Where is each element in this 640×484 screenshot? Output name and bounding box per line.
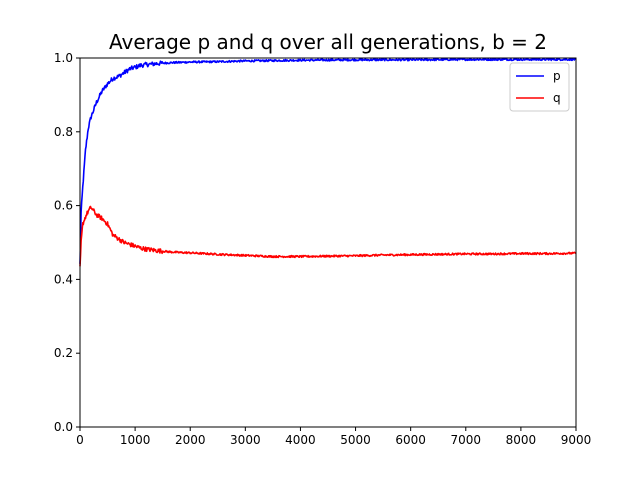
y-tick-label: 0.0 [54,420,73,434]
x-tick-label: 9000 [561,433,592,447]
y-tick-label: 1.0 [54,51,73,65]
axes-layer: 0 1000 2000 3000 4000 5000 6000 7000 8000 9000 0.0… [54,51,591,447]
x-tick-label: 4000 [285,433,316,447]
legend-box [509,62,570,112]
x-tick-label: 0 [76,433,84,447]
y-tick-label: 0.2 [54,346,73,360]
legend: pq [509,62,570,112]
chart-title: Average p and q over all generations, b … [109,30,547,54]
series-line-p [79,57,577,264]
x-tick-label: 2000 [175,433,206,447]
x-tick-label: 3000 [230,433,261,447]
plot-frame [79,57,577,428]
series-line-q [79,205,577,267]
legend-label-p: p [553,69,561,83]
x-tick-label: 8000 [506,433,537,447]
plot-layer [79,57,577,267]
x-tick-label: 5000 [340,433,371,447]
y-tick-label: 0.8 [54,125,73,139]
legend-label-q: q [553,91,561,105]
x-tick-label: 6000 [395,433,426,447]
x-tick-label: 1000 [120,433,151,447]
x-tick-label: 7000 [451,433,482,447]
y-tick-label: 0.4 [54,272,73,286]
y-tick-label: 0.6 [54,199,73,213]
